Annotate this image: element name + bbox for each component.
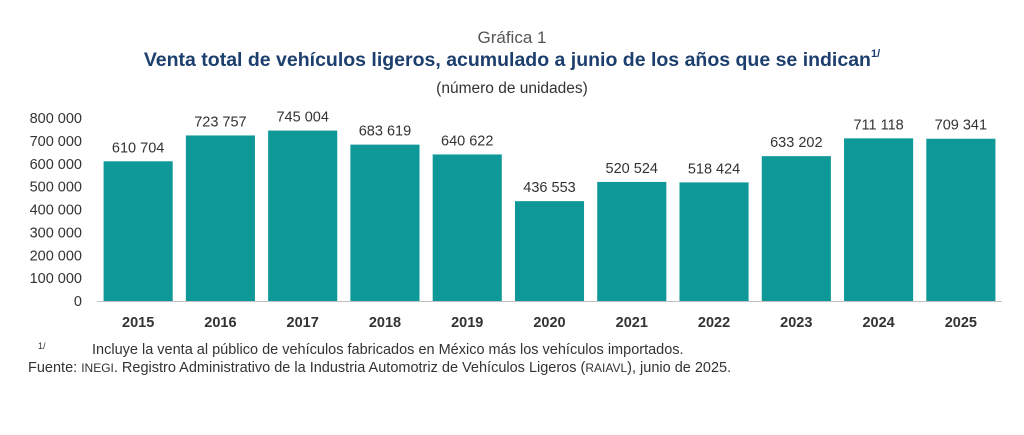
y-tick-label: 300 000 xyxy=(30,225,82,241)
x-tick-label: 2017 xyxy=(287,315,319,331)
x-tick-label: 2023 xyxy=(780,315,812,331)
data-label: 723 757 xyxy=(194,114,246,130)
bar xyxy=(268,130,338,301)
source-text-1: . Registro Administrativo de la Industri… xyxy=(113,360,586,376)
title-note-mark: 1/ xyxy=(870,47,881,60)
x-tick-label: 2024 xyxy=(862,315,894,331)
chart-label: Gráfica 1 xyxy=(477,28,547,47)
x-tick-label: 2020 xyxy=(533,315,565,331)
source-abbr: RAIAVL xyxy=(585,361,628,375)
y-tick-label: 400 000 xyxy=(30,203,82,219)
bar xyxy=(185,135,255,301)
bar xyxy=(679,182,749,301)
bar xyxy=(597,181,667,301)
y-tick-label: 500 000 xyxy=(30,180,82,196)
y-tick-label: 600 000 xyxy=(30,157,82,173)
source-org: INEGI xyxy=(81,361,114,375)
footnote-text: Incluye la venta al público de vehículos… xyxy=(92,342,684,358)
chart-title-text: Venta total de vehículos ligeros, acumul… xyxy=(143,49,871,71)
x-tick-label: 2019 xyxy=(451,315,483,331)
bar xyxy=(761,156,831,301)
y-tick-label: 700 000 xyxy=(30,134,82,150)
bar xyxy=(103,161,173,301)
source-label: Fuente: xyxy=(28,360,78,376)
y-tick-label: 100 000 xyxy=(30,271,82,287)
x-tick-label: 2015 xyxy=(122,315,154,331)
data-label: 640 622 xyxy=(441,133,493,149)
source-note: Fuente: INEGI. Registro Administrativo d… xyxy=(28,359,731,377)
bar-chart: 0 100 000 200 000 300 000 400 000 500 000 600 … xyxy=(30,110,1002,331)
data-label: 709 341 xyxy=(935,118,987,134)
data-label: 633 202 xyxy=(770,135,822,151)
data-label: 711 118 xyxy=(853,117,903,133)
bar xyxy=(514,201,585,301)
footnotes: 1/ Incluye la venta al público de vehícu… xyxy=(28,341,731,377)
bar xyxy=(432,154,502,301)
data-label: 683 619 xyxy=(359,124,411,140)
x-tick-label: 2016 xyxy=(204,315,236,331)
y-tick-label: 200 000 xyxy=(30,248,82,264)
bar xyxy=(350,144,420,301)
x-tick-label: 2025 xyxy=(945,315,977,331)
bar xyxy=(926,138,996,301)
y-tick-label: 800 000 xyxy=(30,111,82,127)
data-label: 610 704 xyxy=(112,140,164,156)
x-tick-label: 2021 xyxy=(616,315,648,331)
source-text-2: ), junio de 2025. xyxy=(627,360,732,376)
chart-subtitle: (número de unidades) xyxy=(436,80,588,97)
data-label: 436 553 xyxy=(523,180,575,196)
x-tick-label: 2022 xyxy=(698,315,730,331)
footnote-mark: 1/ xyxy=(38,341,46,351)
data-label: 520 524 xyxy=(606,161,658,177)
footnote-1: 1/ Incluye la venta al público de vehícu… xyxy=(28,341,731,359)
chart-title: Venta total de vehículos ligeros, acumul… xyxy=(0,47,1024,72)
data-label: 745 004 xyxy=(276,110,328,126)
bar xyxy=(844,138,914,301)
x-tick-label: 2018 xyxy=(369,315,401,331)
data-label: 518 424 xyxy=(688,161,740,177)
y-tick-label: 0 xyxy=(74,294,82,310)
